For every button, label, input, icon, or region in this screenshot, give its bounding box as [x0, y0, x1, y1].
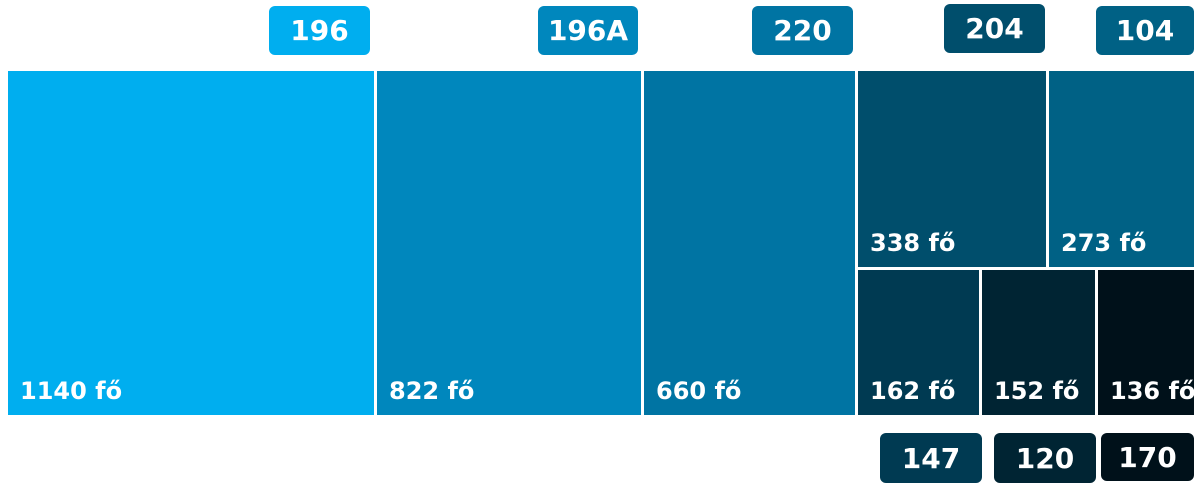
- treemap-cell-170: 136 fő: [1098, 270, 1194, 415]
- route-badge-120: 120: [994, 433, 1096, 483]
- treemap-cell-220: 660 fő: [644, 71, 855, 415]
- treemap-cell-147: 162 fő: [858, 270, 979, 415]
- cell-value-label: 660 fő: [656, 377, 742, 405]
- treemap-cell-204: 338 fő: [858, 71, 1046, 267]
- cell-value-label: 162 fő: [870, 377, 956, 405]
- treemap-cell-196: 1140 fő: [8, 71, 374, 415]
- cell-value-label: 338 fő: [870, 229, 956, 257]
- cell-value-label: 822 fő: [389, 377, 475, 405]
- treemap-cell-120: 152 fő: [982, 270, 1095, 415]
- treemap-cell-196a: 822 fő: [377, 71, 641, 415]
- treemap-cell-104: 273 fő: [1049, 71, 1194, 267]
- route-badge-170: 170: [1101, 433, 1194, 481]
- route-badge-204: 204: [944, 4, 1045, 53]
- route-badge-220: 220: [752, 6, 853, 55]
- cell-value-label: 152 fő: [994, 377, 1080, 405]
- cell-value-label: 136 fő: [1110, 377, 1194, 405]
- route-badge-104: 104: [1096, 6, 1194, 55]
- route-badge-196a: 196A: [538, 6, 638, 55]
- route-badge-147: 147: [880, 433, 982, 483]
- cell-value-label: 273 fő: [1061, 229, 1147, 257]
- cell-value-label: 1140 fő: [20, 377, 123, 405]
- route-badge-196: 196: [269, 6, 370, 55]
